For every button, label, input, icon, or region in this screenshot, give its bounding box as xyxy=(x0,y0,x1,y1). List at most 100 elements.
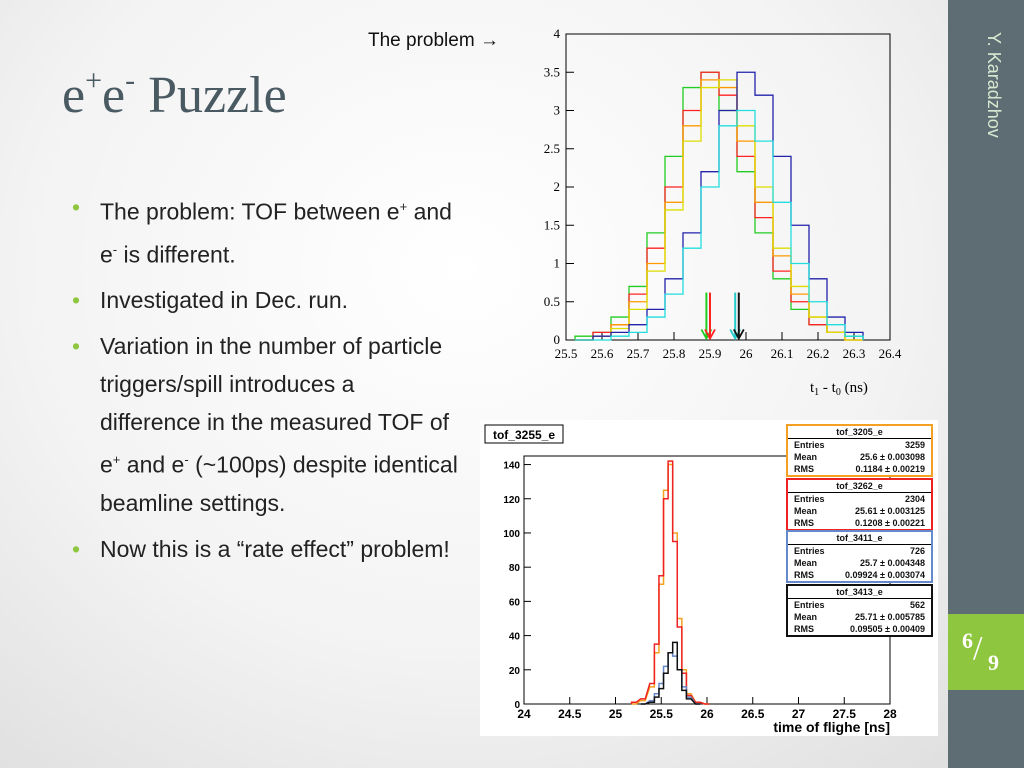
stats-row-rms: RMS 0.09505 ± 0.00409 xyxy=(788,623,931,635)
x-axis-label-part: 0 xyxy=(836,387,841,396)
bullet-text: (~100ps) despite identical beamline sett… xyxy=(100,451,458,516)
mean-arrow-head-3 xyxy=(733,329,745,341)
stats-label: Entries xyxy=(794,546,825,556)
y-tick-label: 2.5 xyxy=(544,141,560,156)
x-tick-label: 26 xyxy=(700,707,714,721)
x-tick-label: 28 xyxy=(883,707,897,721)
x-tick-label: 26.5 xyxy=(741,707,765,721)
stats-value: 2304 xyxy=(904,494,925,504)
x-tick-label: 26 xyxy=(740,346,754,361)
x-tick-label: 26.3 xyxy=(843,346,866,361)
stats-value: 726 xyxy=(909,546,925,556)
stats-box-title: tof_3205_e xyxy=(788,426,931,439)
bullet-text: The problem: TOF between e xyxy=(100,198,400,225)
stats-box-title: tof_3411_e xyxy=(788,532,931,545)
x-tick-label: 25.7 xyxy=(627,346,650,361)
stats-box-title: tof_3413_e xyxy=(788,586,931,599)
x-tick-label: 25.9 xyxy=(699,346,722,361)
bullet-sup: + xyxy=(399,199,408,214)
y-tick-label: 140 xyxy=(503,461,520,472)
stats-value: 0.1184 ± 0.00219 xyxy=(855,464,925,474)
x-axis-label-part: 1 xyxy=(814,387,819,396)
bullet-dot-icon: • xyxy=(72,194,81,220)
series-line-4 xyxy=(575,71,864,341)
author-name: Y. Karadzhov xyxy=(984,32,1004,138)
y-tick-label: 100 xyxy=(503,529,520,540)
stats-label: RMS xyxy=(794,518,814,528)
stats-row-rms: RMS 0.1184 ± 0.00219 xyxy=(788,463,931,475)
bullet-sup: - xyxy=(184,452,189,468)
bullet-text: Now this is a “rate effect” problem! xyxy=(100,535,450,562)
stats-value: 25.71 ± 0.005785 xyxy=(854,612,925,622)
bullet-item: • The problem: TOF between e+ and e- is d… xyxy=(72,188,458,273)
stats-row-entries: Entries 726 xyxy=(788,545,931,557)
title-e1: e xyxy=(62,67,86,124)
right-arrow-icon: → xyxy=(479,30,499,51)
stats-box: tof_3413_e Entries 562 Mean 25.71 ± 0.005785… xyxy=(786,584,933,637)
x-axis-label-part: (ns) xyxy=(841,380,868,396)
stats-label: RMS xyxy=(794,624,814,634)
stats-value: 562 xyxy=(909,600,925,610)
histogram-series-0 xyxy=(631,463,710,705)
bullet-text: and e xyxy=(100,198,452,268)
stats-row-mean: Mean 25.61 ± 0.003125 xyxy=(788,505,931,517)
problem-label-text: The problem xyxy=(368,30,475,51)
x-tick-label: 25.5 xyxy=(555,346,578,361)
x-tick-label: 25 xyxy=(609,707,623,721)
bullet-sup: - xyxy=(112,241,118,257)
stats-value: 0.09505 ± 0.00409 xyxy=(849,624,925,634)
y-tick-label: 60 xyxy=(509,597,521,608)
page-current: 6 xyxy=(962,628,973,653)
y-tick-label: 3.5 xyxy=(544,64,560,79)
bullet-text: and e xyxy=(120,451,185,478)
stats-label: Mean xyxy=(794,452,818,462)
stats-box: tof_3411_e Entries 726 Mean 25.7 ± 0.004348 R… xyxy=(786,530,933,583)
x-axis-label-part: - t xyxy=(819,380,836,396)
x-tick-label: 24.5 xyxy=(558,707,582,721)
slide-title: e+e- Puzzle xyxy=(62,64,287,125)
stats-label: Mean xyxy=(794,558,818,568)
title-rest: Puzzle xyxy=(135,67,287,124)
bullet-item: • Variation in the number of particle tri… xyxy=(72,327,458,522)
histogram-name-box xyxy=(484,424,564,444)
page-number-badge: 6 / 9 xyxy=(948,614,1024,690)
y-tick-label: 0 xyxy=(554,332,561,347)
histogram-series-1 xyxy=(630,460,710,705)
y-tick-label: 3 xyxy=(554,103,561,118)
x-tick-label: 25.5 xyxy=(650,707,674,721)
x-tick-label: 25.6 xyxy=(591,346,614,361)
bullet-item: • Now this is a “rate effect” problem! xyxy=(72,530,458,568)
stats-label: RMS xyxy=(794,464,814,474)
histogram-name: tof_3255_e xyxy=(493,428,555,442)
bullet-dot-icon: • xyxy=(72,287,81,314)
histogram-series-3 xyxy=(640,641,701,705)
x-tick-label: 25.8 xyxy=(663,346,686,361)
stats-value: 25.7 ± 0.004348 xyxy=(860,558,925,568)
y-tick-label: 120 xyxy=(503,495,520,506)
bullet-dot-icon: • xyxy=(72,333,81,360)
y-tick-label: 80 xyxy=(509,563,521,574)
stats-label: Mean xyxy=(794,612,818,622)
title-sup-plus: + xyxy=(85,64,103,97)
stats-row-rms: RMS 0.09924 ± 0.003074 xyxy=(788,569,931,581)
mean-arrow-head-1 xyxy=(704,329,716,341)
stats-value: 0.09924 ± 0.003074 xyxy=(844,570,925,580)
stats-box: tof_3205_e Entries 3259 Mean 25.6 ± 0.003098… xyxy=(786,424,933,477)
stats-value: 0.1208 ± 0.00221 xyxy=(854,518,925,528)
bullet-text: is different. xyxy=(117,241,236,268)
x-tick-label: 24 xyxy=(517,707,531,721)
y-tick-label: 20 xyxy=(509,666,521,677)
stats-value: 25.6 ± 0.003098 xyxy=(860,452,925,462)
x-tick-label: 27.5 xyxy=(833,707,857,721)
stats-value: 3259 xyxy=(904,440,925,450)
stats-row-entries: Entries 3259 xyxy=(788,439,931,451)
x-tick-label: 26.2 xyxy=(807,346,830,361)
x-axis-label: time of flighe [ns] xyxy=(773,719,890,735)
tof-difference-plot: 25.5 25.6 25.7 25.8 25.9 26 26.1 26.2 26.3 26.4 0 0… xyxy=(544,26,902,396)
bullet-sup: + xyxy=(112,452,121,468)
stats-row-rms: RMS 0.1208 ± 0.00221 xyxy=(788,517,931,529)
y-tick-label: 2 xyxy=(554,179,561,194)
problem-label: The problem → xyxy=(368,30,499,52)
stats-label: RMS xyxy=(794,570,814,580)
stats-row-mean: Mean 25.7 ± 0.004348 xyxy=(788,557,931,569)
